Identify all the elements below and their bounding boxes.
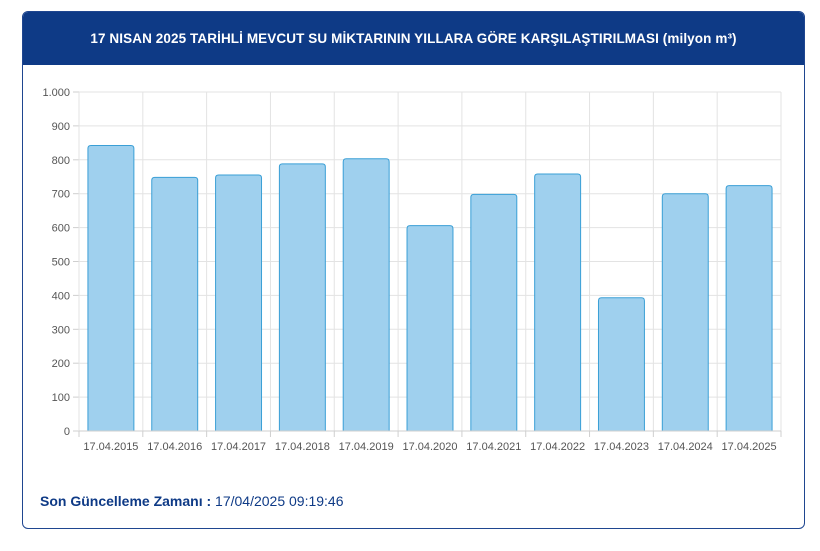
chart-title: 17 NISAN 2025 TARİHLİ MEVCUT SU MİKTARIN…: [23, 12, 804, 65]
y-tick-label: 200: [52, 358, 70, 370]
y-tick-label: 300: [52, 324, 70, 336]
y-tick-label: 800: [52, 155, 70, 167]
y-tick-label: 700: [52, 189, 70, 201]
bar-17.04.2017[interactable]: [215, 174, 263, 432]
y-tick-label: 400: [52, 290, 70, 302]
bar-17.04.2024[interactable]: [661, 193, 709, 432]
chart-card: 17 NISAN 2025 TARİHLİ MEVCUT SU MİKTARIN…: [22, 11, 805, 529]
x-tick-label: 17.04.2020: [402, 441, 457, 453]
x-tick-label: 17.04.2024: [658, 441, 713, 453]
bar-17.04.2022[interactable]: [534, 173, 582, 432]
bar-chart: 0 100 200 300 400 500 600 700 800 900 1.000 17.04.2…: [42, 87, 782, 453]
x-tick-label: 17.04.2021: [466, 441, 521, 453]
x-tick-label: 17.04.2019: [339, 441, 394, 453]
x-tick-label: 17.04.2017: [211, 441, 266, 453]
x-tick-label: 17.04.2015: [83, 441, 138, 453]
bar-17.04.2025[interactable]: [725, 185, 773, 432]
bar-17.04.2015[interactable]: [87, 145, 135, 432]
y-tick-label: 500: [52, 257, 70, 269]
y-tick-label: 900: [52, 121, 70, 133]
bar-17.04.2019[interactable]: [342, 158, 390, 432]
last-update: Son Güncelleme Zamanı : 17/04/2025 09:19…: [40, 493, 344, 509]
bar-17.04.2021[interactable]: [470, 193, 518, 432]
y-tick-label: 600: [52, 223, 70, 235]
x-tick-label: 17.04.2025: [722, 441, 777, 453]
last-update-value: 17/04/2025 09:19:46: [215, 493, 344, 509]
y-tick-label: 0: [64, 426, 70, 438]
x-tick-label: 17.04.2022: [530, 441, 585, 453]
x-tick-label: 17.04.2023: [594, 441, 649, 453]
x-tick-label: 17.04.2018: [275, 441, 330, 453]
bar-17.04.2018[interactable]: [278, 163, 326, 432]
y-tick-label: 100: [52, 392, 70, 404]
x-tick-label: 17.04.2016: [147, 441, 202, 453]
bar-17.04.2023[interactable]: [597, 297, 645, 432]
y-tick-label: 1.000: [42, 87, 70, 99]
bar-17.04.2016[interactable]: [151, 176, 199, 432]
bar-17.04.2020[interactable]: [406, 225, 454, 432]
last-update-label: Son Güncelleme Zamanı :: [40, 493, 212, 509]
